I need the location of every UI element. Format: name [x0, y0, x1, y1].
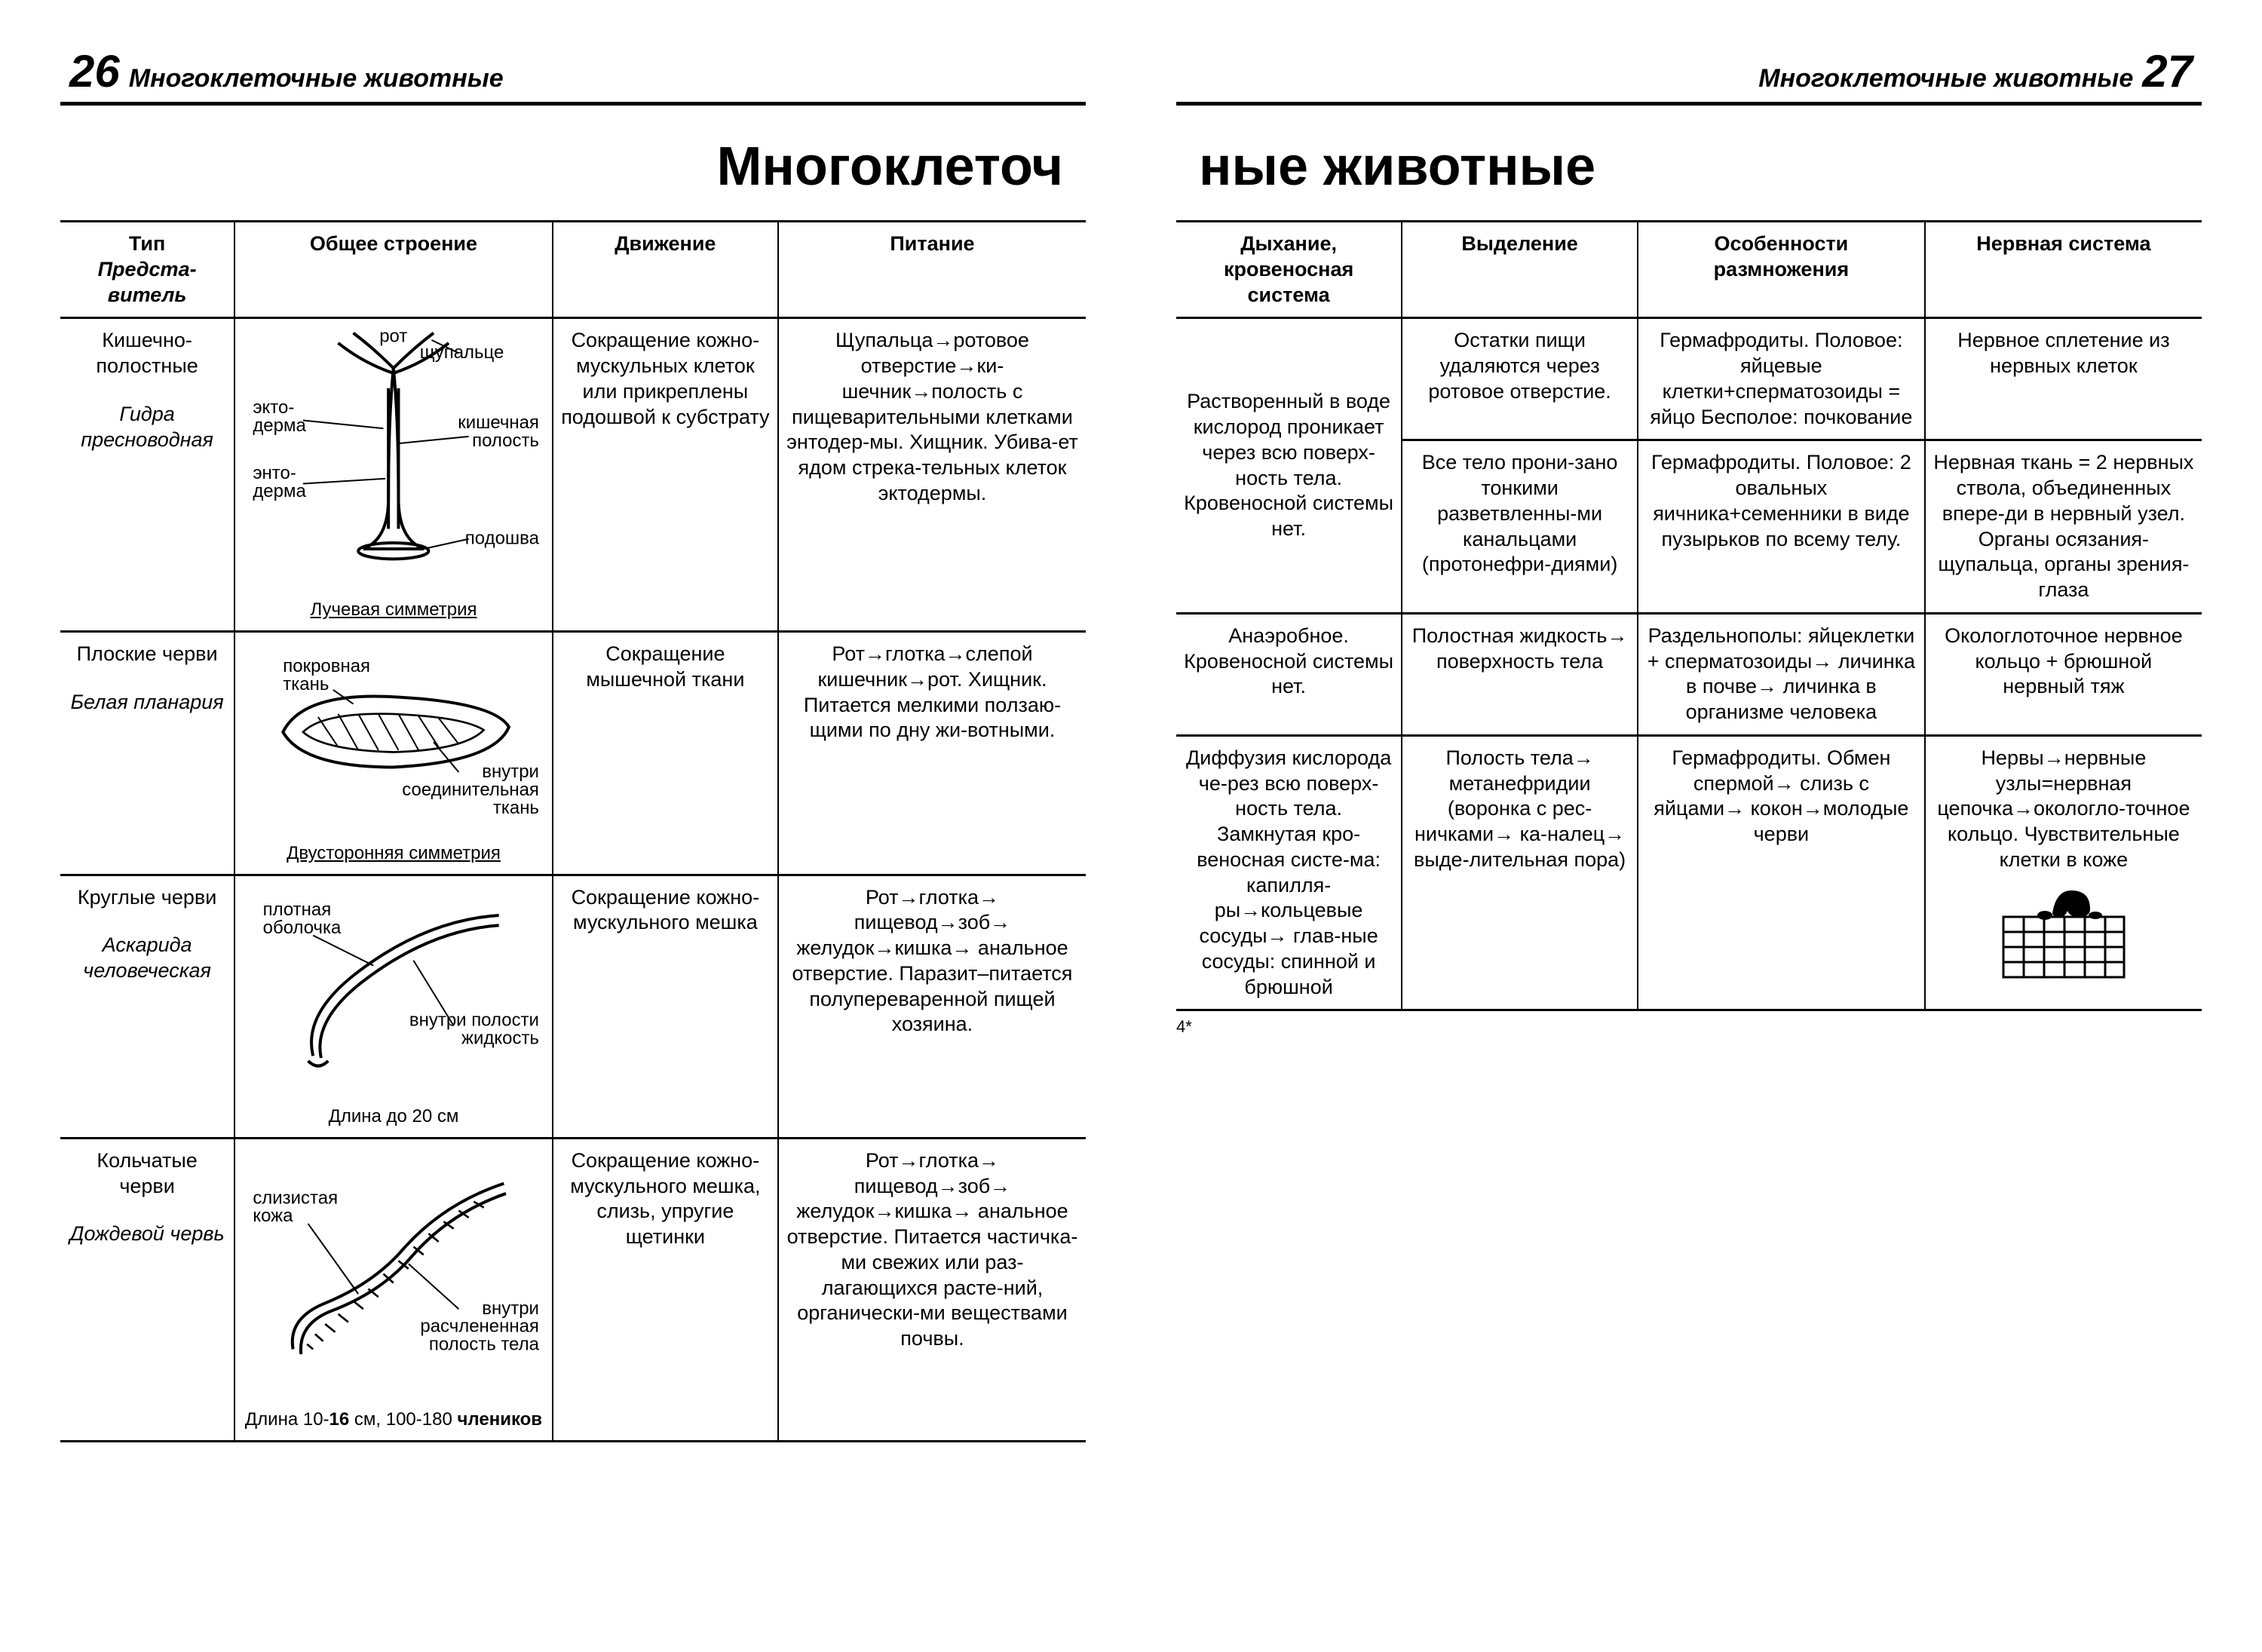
cell-reproduction: Гермафродиты. Половое: 2 овальных яичник… — [1638, 440, 1925, 614]
cell-reproduction: Раздельнополы: яйцеклетки + сперматозоид… — [1638, 613, 1925, 735]
cell-nervous: Окологлоточное нервное кольцо + брюшной … — [1925, 613, 2202, 735]
page-right: Многоклеточные животные 27 ные животные … — [1176, 45, 2202, 1607]
page-header-left: 26 Многоклеточные животные — [60, 45, 1086, 106]
col-header-struct: Общее строение — [234, 222, 553, 318]
table-header-row: Дыхание, кровеносная система Выделение О… — [1176, 222, 2202, 318]
svg-text:энто-: энто- — [253, 463, 297, 483]
main-title-right: ные животные — [1199, 136, 2202, 198]
col-header-type: Тип Предста- витель — [60, 222, 234, 318]
cell-movement: Сокращение мышечной ткани — [553, 632, 778, 875]
table-right: Дыхание, кровеносная система Выделение О… — [1176, 220, 2202, 1011]
svg-text:оболочка: оболочка — [263, 918, 342, 938]
svg-text:внутри полости: внутри полости — [409, 1010, 539, 1030]
earthworm-diagram: слизистаякожа внутри расчлененная полост… — [243, 1148, 544, 1399]
table-row: Плоские черви Белая планария — [60, 632, 1086, 875]
svg-text:слизистая: слизистая — [253, 1188, 339, 1208]
table-header-row: Тип Предста- витель Общее строение Движе… — [60, 222, 1086, 318]
cell-feeding: Рот→глотка→ пищевод→зоб→ желудок→кишка→ … — [778, 875, 1086, 1138]
running-title-right: Многоклеточные животные — [1758, 64, 2133, 93]
cell-type: Круглые черви Аскарида человеческая — [60, 875, 234, 1138]
col-header-nerv: Нервная система — [1925, 222, 2202, 318]
table-row: Кольчатые черви Дождевой червь — [60, 1138, 1086, 1441]
cell-reproduction: Гермафродиты. Обмен спермой→ слизь с яйц… — [1638, 735, 1925, 1010]
main-title-left: Многоклеточ — [60, 136, 1063, 198]
svg-text:экто-: экто- — [253, 397, 295, 418]
svg-text:жидкость: жидкость — [461, 1028, 539, 1048]
svg-text:подошва: подошва — [465, 529, 540, 549]
cell-excretion: Остатки пищи удаляются через ротовое отв… — [1402, 318, 1638, 440]
cell-feeding: Рот→глотка→ пищевод→зоб→ желудок→кишка→ … — [778, 1138, 1086, 1441]
cell-movement: Сокращение кожно-мускульных клеток или п… — [553, 318, 778, 632]
table-row: Растворенный в воде кислород проникает ч… — [1176, 318, 2202, 440]
cell-type: Кишечно- полостные Гидра пресноводная — [60, 318, 234, 632]
cell-excretion: Полостная жидкость→ поверхность тела — [1402, 613, 1638, 735]
cell-excretion: Все тело прони-зано тонкими разветвленны… — [1402, 440, 1638, 614]
cell-type: Кольчатые черви Дождевой червь — [60, 1138, 234, 1441]
cell-movement: Сокращение кожно-мускульного мешка, слиз… — [553, 1138, 778, 1441]
symmetry-label: Лучевая симметрия — [243, 599, 544, 621]
cell-excretion: Полость тела→ метанефридии (воронка с ре… — [1402, 735, 1638, 1010]
cell-nervous: Нервы→нервные узлы=нервная цепочка→около… — [1925, 735, 2202, 1010]
footer-mark: 4* — [1176, 1017, 2202, 1037]
cell-structure: покровнаяткань внутри соединительная тка… — [234, 632, 553, 875]
svg-text:ткань: ткань — [493, 798, 539, 818]
svg-text:дерма: дерма — [253, 481, 307, 501]
planaria-diagram: покровнаяткань внутри соединительная тка… — [243, 642, 544, 832]
table-row: Кишечно- полостные Гидра пресноводная — [60, 318, 1086, 632]
earthworm-cross-section-icon — [1988, 879, 2139, 985]
cell-reproduction: Гермафродиты. Половое: яйцевые клетки+сп… — [1638, 318, 1925, 440]
page-number-left: 26 — [69, 45, 120, 97]
cell-feeding: Щупальца→ротовое отверстие→ки-шечник→пол… — [778, 318, 1086, 632]
symmetry-label: Двусторонняя симметрия — [243, 842, 544, 865]
svg-text:внутри: внутри — [482, 1298, 539, 1319]
cell-respiration: Растворенный в воде кислород проникает ч… — [1176, 318, 1402, 614]
table-row: Анаэробное. Кровеносной системы нет. Пол… — [1176, 613, 2202, 735]
svg-text:полость тела: полость тела — [429, 1335, 540, 1355]
col-header-feed: Питание — [778, 222, 1086, 318]
cell-movement: Сокращение кожно-мускульного мешка — [553, 875, 778, 1138]
col-header-excr: Выделение — [1402, 222, 1638, 318]
col-header-move: Движение — [553, 222, 778, 318]
cell-structure: слизистаякожа внутри расчлененная полост… — [234, 1138, 553, 1441]
length-label: Длина 10-16 см, 100-180 члеников — [243, 1408, 544, 1431]
svg-text:кожа: кожа — [253, 1206, 294, 1226]
length-label: Длина до 20 см — [243, 1105, 544, 1128]
cell-structure: рот щупальце экто-дерма кишечнаяполость … — [234, 318, 553, 632]
svg-text:рот: рот — [379, 328, 407, 347]
table-row: Круглые черви Аскарида человеческая плот… — [60, 875, 1086, 1138]
svg-text:ткань: ткань — [283, 674, 329, 694]
hydra-diagram: рот щупальце экто-дерма кишечнаяполость … — [243, 328, 544, 589]
cell-respiration: Диффузия кислорода че-рез всю поверх-нос… — [1176, 735, 1402, 1010]
table-left: Тип Предста- витель Общее строение Движе… — [60, 220, 1086, 1442]
svg-text:расчлененная: расчлененная — [421, 1316, 540, 1337]
svg-text:соединительная: соединительная — [402, 780, 539, 800]
table-row: Диффузия кислорода че-рез всю поверх-нос… — [1176, 735, 2202, 1010]
svg-text:внутри: внутри — [482, 762, 539, 782]
page-number-right: 27 — [2142, 45, 2193, 97]
svg-text:щупальце: щупальце — [420, 342, 504, 363]
cell-nervous: Нервное сплетение из нервных клеток — [1925, 318, 2202, 440]
svg-text:покровная: покровная — [283, 656, 370, 676]
page-header-right: Многоклеточные животные 27 — [1176, 45, 2202, 106]
svg-text:полость: полость — [472, 431, 539, 451]
ascaris-diagram: плотнаяоболочка внутри полости жидкость — [243, 885, 544, 1096]
cell-type: Плоские черви Белая планария — [60, 632, 234, 875]
cell-nervous: Нервная ткань = 2 нервных ствола, объеди… — [1925, 440, 2202, 614]
page-left: 26 Многоклеточные животные Многоклеточ Т… — [60, 45, 1086, 1607]
cell-feeding: Рот→глотка→слепой кишечник→рот. Хищник. … — [778, 632, 1086, 875]
col-header-resp: Дыхание, кровеносная система — [1176, 222, 1402, 318]
svg-text:дерма: дерма — [253, 415, 307, 436]
svg-text:кишечная: кишечная — [458, 412, 539, 433]
svg-text:плотная: плотная — [263, 900, 332, 920]
running-title-left: Многоклеточные животные — [129, 64, 504, 93]
cell-structure: плотнаяоболочка внутри полости жидкость … — [234, 875, 553, 1138]
col-header-repr: Особенности размножения — [1638, 222, 1925, 318]
cell-respiration: Анаэробное. Кровеносной системы нет. — [1176, 613, 1402, 735]
